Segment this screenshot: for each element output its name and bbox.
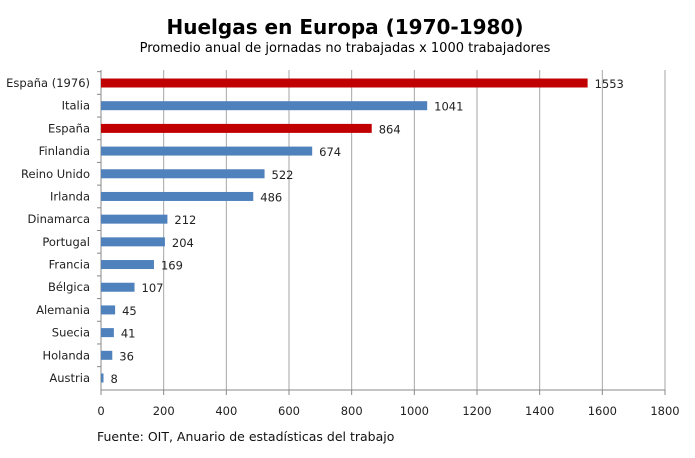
category-label: España [48, 121, 90, 135]
x-tick-label: 400 [215, 404, 237, 418]
source-note: Fuente: OIT, Anuario de estadísticas del… [97, 429, 394, 444]
category-label: Irlanda [50, 189, 90, 203]
chart-subtitle: Promedio anual de jornadas no trabajadas… [140, 41, 551, 56]
bar [101, 146, 313, 156]
category-label: Francia [49, 258, 90, 272]
data-label: 204 [172, 236, 194, 250]
bar [101, 169, 265, 179]
data-label: 486 [260, 190, 282, 204]
category-label: Holanda [42, 348, 90, 362]
data-label: 1553 [595, 77, 624, 91]
bar [101, 237, 165, 247]
category-label: Italia [62, 99, 90, 113]
bar [101, 214, 168, 224]
bar [101, 350, 113, 360]
data-label: 212 [174, 213, 196, 227]
category-label: España (1976) [6, 76, 90, 90]
data-label: 674 [319, 145, 341, 159]
bar [101, 282, 135, 292]
data-label: 169 [161, 259, 183, 273]
bar [101, 101, 428, 111]
category-label: Alemania [36, 303, 90, 317]
bar [101, 305, 116, 315]
data-label: 45 [122, 304, 137, 318]
bar [101, 123, 372, 133]
category-label: Finlandia [39, 144, 90, 158]
data-label: 107 [142, 281, 164, 295]
data-label: 41 [121, 327, 136, 341]
bar [101, 191, 254, 201]
category-label: Bélgica [48, 280, 90, 294]
category-label: Austria [49, 371, 90, 385]
bar [101, 328, 114, 338]
bar [101, 78, 588, 88]
category-label: Suecia [52, 326, 90, 340]
data-label: 864 [379, 122, 401, 136]
x-tick-label: 800 [341, 404, 363, 418]
x-tick-label: 1800 [650, 404, 679, 418]
category-label: Reino Unido [21, 167, 90, 181]
x-tick-label: 200 [153, 404, 175, 418]
data-label: 522 [272, 168, 294, 182]
category-label: Portugal [42, 235, 90, 249]
x-tick-label: 0 [97, 404, 104, 418]
data-label: 8 [111, 372, 118, 386]
x-tick-label: 1600 [588, 404, 617, 418]
data-label: 1041 [434, 100, 463, 114]
x-tick-label: 1200 [462, 404, 491, 418]
bar [101, 260, 154, 270]
data-label: 36 [119, 349, 134, 363]
category-label: Dinamarca [28, 212, 90, 226]
chart-title: Huelgas en Europa (1970-1980) [166, 15, 523, 39]
x-tick-label: 600 [278, 404, 300, 418]
x-tick-label: 1400 [525, 404, 554, 418]
x-tick-label: 1000 [400, 404, 429, 418]
bar [101, 373, 104, 383]
